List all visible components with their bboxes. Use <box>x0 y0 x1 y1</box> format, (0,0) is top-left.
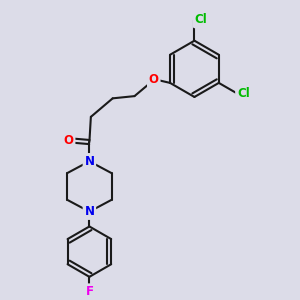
Text: Cl: Cl <box>195 14 207 26</box>
Text: Cl: Cl <box>237 87 250 100</box>
Text: O: O <box>64 134 74 147</box>
Text: F: F <box>85 285 93 298</box>
Text: O: O <box>149 74 159 86</box>
Text: N: N <box>84 205 94 218</box>
Text: N: N <box>84 155 94 168</box>
